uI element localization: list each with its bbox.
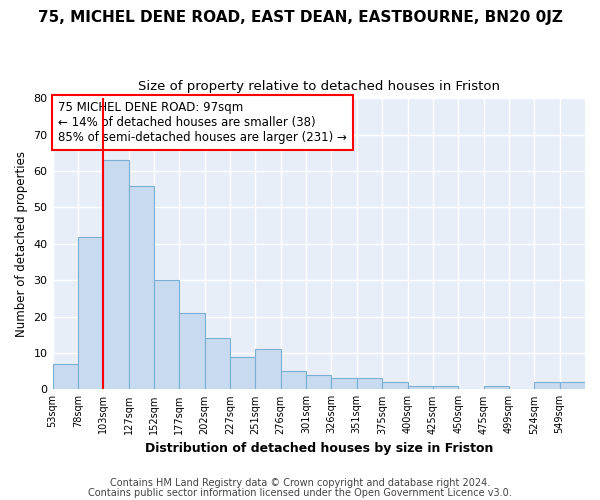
Bar xyxy=(103,160,128,390)
X-axis label: Distribution of detached houses by size in Friston: Distribution of detached houses by size … xyxy=(145,442,493,455)
Bar xyxy=(154,280,179,390)
Bar xyxy=(53,364,78,390)
Bar xyxy=(128,186,154,390)
Bar xyxy=(484,386,509,390)
Bar xyxy=(179,313,205,390)
Bar xyxy=(230,356,256,390)
Bar xyxy=(205,338,230,390)
Y-axis label: Number of detached properties: Number of detached properties xyxy=(15,151,28,337)
Title: Size of property relative to detached houses in Friston: Size of property relative to detached ho… xyxy=(138,80,500,93)
Bar xyxy=(382,382,407,390)
Text: Contains public sector information licensed under the Open Government Licence v3: Contains public sector information licen… xyxy=(88,488,512,498)
Bar xyxy=(433,386,458,390)
Text: Contains HM Land Registry data © Crown copyright and database right 2024.: Contains HM Land Registry data © Crown c… xyxy=(110,478,490,488)
Bar xyxy=(560,382,585,390)
Bar xyxy=(357,378,382,390)
Text: 75, MICHEL DENE ROAD, EAST DEAN, EASTBOURNE, BN20 0JZ: 75, MICHEL DENE ROAD, EAST DEAN, EASTBOU… xyxy=(38,10,562,25)
Bar xyxy=(78,236,103,390)
Bar xyxy=(331,378,357,390)
Bar xyxy=(407,386,433,390)
Bar xyxy=(256,350,281,390)
Bar xyxy=(534,382,560,390)
Bar xyxy=(281,371,306,390)
Text: 75 MICHEL DENE ROAD: 97sqm
← 14% of detached houses are smaller (38)
85% of semi: 75 MICHEL DENE ROAD: 97sqm ← 14% of deta… xyxy=(58,101,347,144)
Bar xyxy=(306,375,331,390)
